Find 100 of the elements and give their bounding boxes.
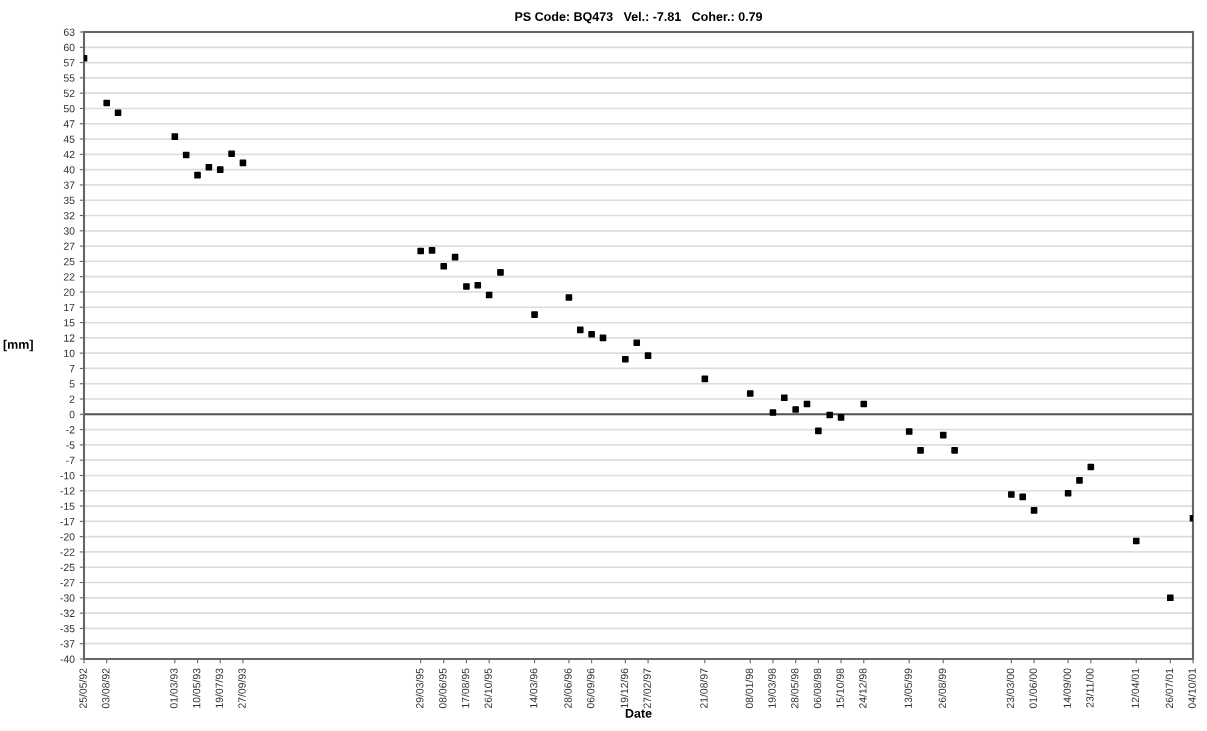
point [531,311,538,318]
point [1064,489,1072,497]
y-tick-label: -5 [66,441,75,449]
x-tick-label: 03/08/92 [101,668,110,709]
point [792,406,799,413]
y-tick-label: -10 [60,471,75,480]
y-tick-label: 10 [64,349,75,358]
point [917,447,924,454]
point [440,262,448,270]
y-tick-label: -17 [60,517,75,526]
y-tick-label: -37 [60,640,75,648]
point [746,390,754,397]
y-tick-label: 7 [69,365,75,373]
chart-title: PS Code: BQ473 Vel.: -7.81 Coher.: 0.79 [515,11,763,24]
y-tick-label: 57 [63,59,75,67]
point [769,409,777,416]
point [1030,507,1038,514]
x-tick-label: 15/10/98 [836,668,844,708]
point [939,431,947,439]
x-tick-label: 17/08/95 [461,668,470,708]
point [1019,493,1027,501]
x-tick-label: 21/08/97 [699,668,708,709]
x-tick-label: 14/09/00 [1063,668,1071,708]
x-tick-label: 23/11/00 [1085,668,1094,708]
x-tick-label: 26/10/95 [484,668,492,709]
y-tick-label: -32 [60,609,75,617]
y-tick-label: 27 [63,242,75,250]
point [1008,491,1015,498]
x-tick-label: 08/01/98 [745,668,754,709]
point [463,283,470,290]
y-tick-label: 25 [63,257,75,266]
y-tick-label: 2 [69,395,75,403]
y-tick-label: -7 [66,456,75,464]
y-tick-label: 22 [63,273,75,281]
point [216,166,224,173]
point [474,281,482,289]
point [228,150,235,158]
y-tick-label: -20 [60,533,75,541]
y-tick-label: 32 [63,212,75,220]
y-tick-label: 30 [63,227,75,235]
point [588,330,595,338]
x-tick-label: 06/09/96 [586,668,595,709]
point [815,427,822,435]
y-tick-label: 60 [63,43,75,52]
y-tick-label: 55 [63,74,75,82]
point [1076,477,1083,484]
y-tick-label: -12 [60,487,75,495]
point [860,400,868,408]
point [194,171,201,179]
point [417,247,424,255]
x-tick-label: 26/08/99 [938,668,947,709]
y-tick-label: -22 [60,548,75,556]
y-tick-label: 15 [64,319,75,327]
y-tick-label: 52 [63,89,75,98]
y-tick-label: -27 [60,579,75,587]
x-tick-label: 28/05/98 [790,668,799,709]
x-tick-label: 10/05/93 [192,668,201,708]
y-tick-label: -30 [60,594,75,602]
y-axis-title: [mm] [3,339,33,352]
x-tick-label: 04/10/01 [1188,668,1196,709]
point [951,447,958,454]
point [905,428,913,435]
point [576,326,584,334]
y-tick-label: 0 [69,410,75,419]
y-tick-label: 47 [63,120,75,128]
y-tick-label: 20 [63,288,75,296]
x-tick-label: 19/07/93 [215,668,224,708]
y-tick-label: 35 [63,196,75,205]
point [622,355,629,363]
x-tick-label: 28/06/96 [564,668,572,709]
point [826,411,834,419]
x-tick-label: 08/06/95 [438,668,447,709]
y-tick-label: 50 [63,104,75,113]
y-tick-label: 17 [64,303,75,312]
point [171,133,179,140]
y-tick-label: 63 [63,28,75,36]
x-tick-label: 14/03/96 [529,668,538,708]
x-tick-label: 25/05/92 [79,668,87,709]
point [497,269,504,276]
y-tick-label: -15 [60,502,75,510]
y-tick-label: -35 [60,624,75,633]
x-tick-label: 29/03/95 [415,668,424,709]
y-tick-label: 45 [63,135,75,143]
point [781,394,788,402]
point [103,99,110,107]
point [837,414,845,421]
x-tick-label: 27/02/97 [643,668,651,709]
x-tick-label: 23/03/00 [1006,668,1015,709]
x-tick-label: 06/08/98 [813,668,822,709]
y-tick-label: 12 [64,334,75,342]
y-tick-label: 42 [63,150,75,159]
y-tick-label: 5 [69,380,75,388]
x-tick-label: 27/09/93 [238,668,246,709]
point [1167,594,1174,602]
x-tick-label: 26/07/01 [1165,668,1174,709]
x-tick-label: 01/06/00 [1029,668,1037,709]
x-tick-label: 19/03/98 [768,668,776,708]
x-tick-label: 01/03/93 [169,668,178,709]
y-tick-label: -2 [66,426,75,434]
x-tick-label: 13/05/99 [904,668,912,708]
